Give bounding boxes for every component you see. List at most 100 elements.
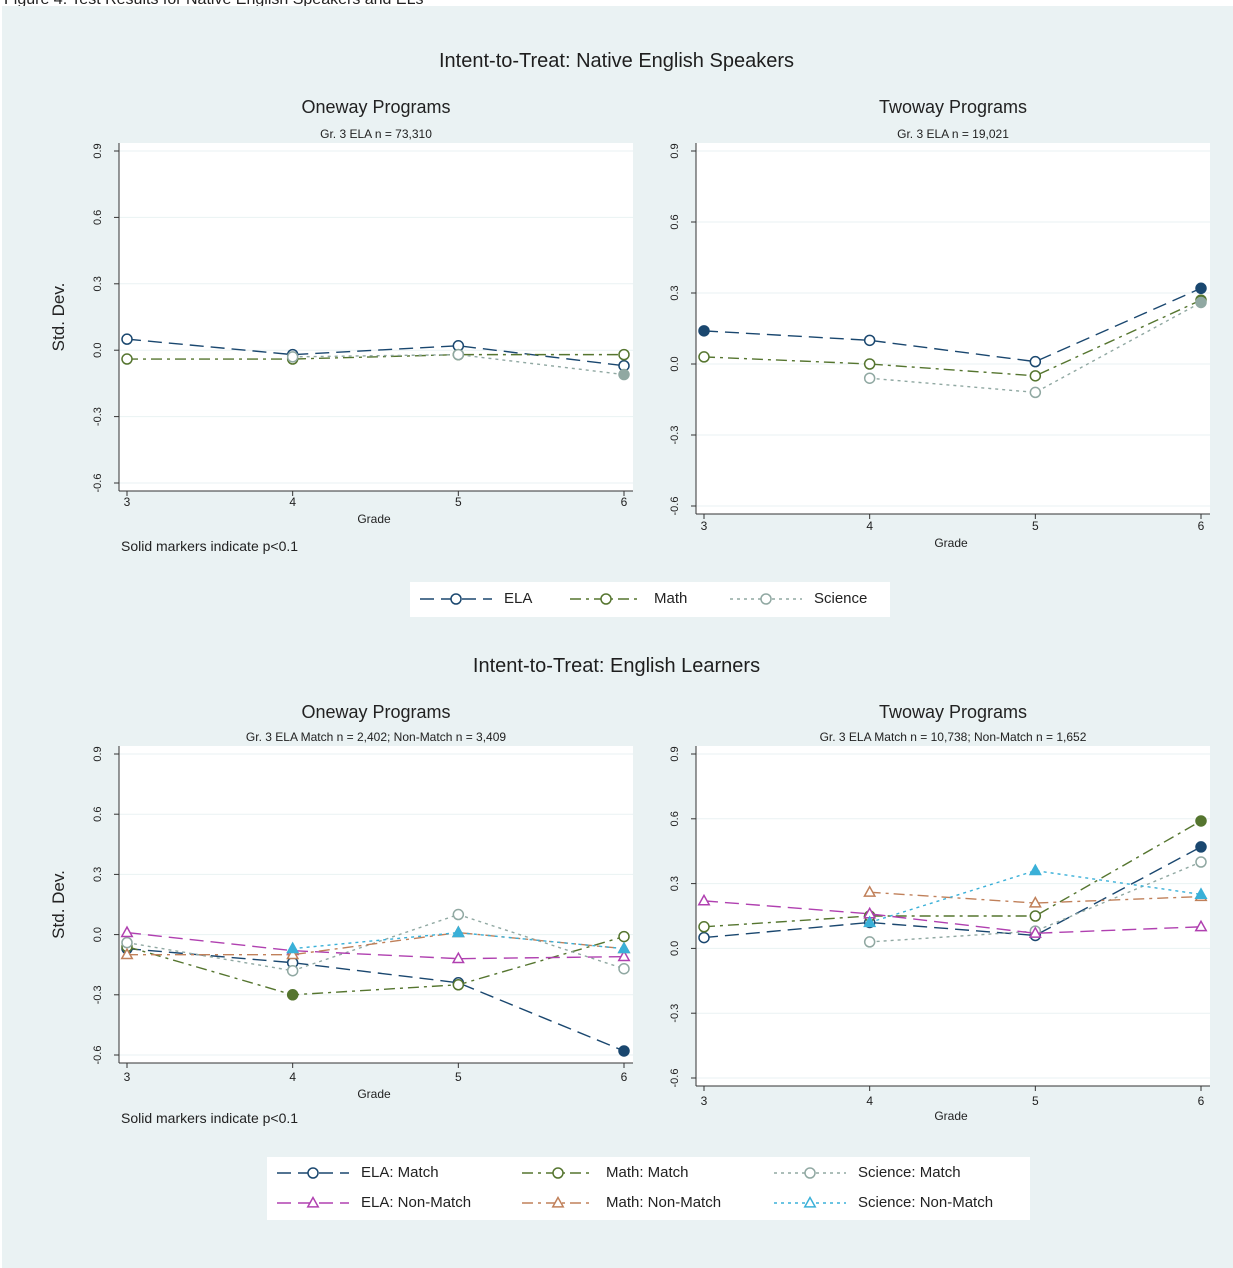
panel1-subtitle: Gr. 3 ELA n = 73,310 [320, 127, 432, 141]
x-axis-label: Grade [357, 1087, 391, 1101]
y-tick-label: -0.6 [92, 1046, 104, 1065]
legend-marker [600, 592, 612, 605]
data-point-science [863, 372, 876, 384]
significance-note-top: Solid markers indicate p<0.1 [121, 538, 299, 554]
x-tick-label: 6 [1198, 519, 1205, 533]
significance-note-bottom: Solid markers indicate p<0.1 [121, 1110, 299, 1126]
series-science [121, 908, 630, 977]
data-point-ela [1195, 841, 1207, 853]
x-tick-label: 3 [124, 1070, 131, 1084]
legend-item: ELA: Match [273, 1164, 439, 1181]
series-science_nm [286, 925, 631, 954]
series-line-math_nm [869, 891, 1202, 904]
x-tick-label: 4 [866, 519, 873, 533]
y-axis-label: Std. Dev. [49, 870, 68, 939]
legend-marker [552, 1166, 564, 1179]
legend-top: ELA Math Science [410, 582, 890, 617]
data-point-math [286, 989, 299, 1001]
y-tick-label: 0.9 [669, 143, 681, 158]
data-point-ela [618, 1045, 630, 1057]
data-point-ela [698, 325, 710, 337]
plot-area-1 [119, 143, 633, 491]
y-tick-label: 0.3 [92, 867, 104, 882]
data-point-science [1195, 296, 1207, 309]
legend-label: Science: Match [858, 1164, 961, 1181]
y-axis-label: Std. Dev. [49, 283, 68, 352]
data-point-ela_nm [1028, 926, 1042, 938]
legend-item: Science: Non-Match [770, 1194, 993, 1211]
series-science_nm [863, 863, 1208, 928]
data-point-ela [1195, 282, 1207, 295]
data-point-science [618, 368, 630, 381]
y-tick-label: -0.6 [669, 1069, 681, 1088]
legend-label: Science [814, 590, 868, 607]
data-point-ela_nm [120, 925, 134, 938]
x-tick-label: 5 [1032, 519, 1039, 533]
x-tick-label: 3 [124, 495, 131, 509]
data-point-math [618, 348, 630, 361]
legend-marker [760, 592, 772, 605]
legend-item: Math: Non-Match [518, 1194, 721, 1211]
series-line-ela [703, 846, 1202, 939]
data-point-science [121, 936, 133, 949]
data-point-ela_nm [1194, 919, 1208, 932]
legend-label: ELA [504, 590, 533, 607]
data-point-math [1029, 370, 1042, 382]
data-point-math_nm [120, 947, 134, 960]
series-line-science_nm [869, 869, 1202, 924]
x-axis-label: Grade [934, 536, 968, 550]
series-science [286, 348, 630, 381]
data-point-math_nm [1028, 896, 1042, 908]
data-point-science_nm [451, 925, 465, 938]
legend-marker [306, 1195, 320, 1208]
y-tick-label: 0.3 [92, 276, 104, 291]
y-tick-label: -0.3 [92, 407, 104, 426]
y-tick-label: 0.0 [92, 927, 104, 942]
y-tick-label: 0.6 [92, 210, 104, 225]
data-point-math_nm [863, 885, 877, 897]
legend-sample [522, 1166, 594, 1179]
y-tick-label: 0.0 [669, 356, 681, 371]
x-tick-label: 5 [455, 1070, 462, 1084]
data-point-ela [1029, 355, 1042, 368]
legend-label: Math [654, 590, 688, 607]
x-tick-label: 4 [289, 495, 296, 509]
series-line-math_nm [127, 931, 625, 956]
panel4-subtitle: Gr. 3 ELA Match n = 10,738; Non-Match n … [819, 730, 1087, 744]
x-tick-label: 6 [1198, 1094, 1205, 1108]
panel4-title: Twoway Programs [878, 702, 1028, 722]
data-point-science_nm [286, 941, 300, 954]
legend-marker [551, 1195, 565, 1208]
legend-marker [803, 1195, 817, 1208]
y-tick-label: -0.3 [669, 426, 681, 445]
x-tick-label: 4 [866, 1094, 873, 1108]
y-tick-label: 0.9 [92, 143, 104, 158]
panel3-title: Oneway Programs [301, 702, 451, 722]
legend-marker [804, 1166, 816, 1179]
legend-sample [522, 1195, 594, 1208]
legend-item: Science [726, 590, 867, 607]
y-tick-label: 0.9 [92, 746, 104, 761]
y-tick-label: 0.3 [669, 285, 681, 300]
data-point-science [286, 351, 299, 363]
data-point-ela_nm [451, 951, 465, 964]
series-line-ela [703, 287, 1202, 363]
x-axis-label: Grade [934, 1109, 968, 1123]
legend-item: Math [566, 590, 687, 607]
series-line-math [703, 820, 1202, 928]
data-point-ela [863, 334, 876, 347]
series-line-math [126, 935, 625, 996]
legend-sample [730, 592, 802, 605]
chart-panel-2: -0.6 -0.3 0.0 0.3 0.6 0.9 3 4 5 6 Grade [669, 143, 1210, 550]
legend-marker [450, 592, 462, 605]
data-point-science [286, 964, 299, 977]
panel1-title: Oneway Programs [301, 97, 451, 117]
data-point-science_nm [1194, 887, 1208, 899]
y-tick-label: -0.6 [92, 474, 104, 493]
x-tick-label: 4 [289, 1070, 296, 1084]
y-tick-label: 0.6 [669, 214, 681, 229]
plot-area-2 [696, 143, 1210, 514]
x-tick-label: 5 [455, 495, 462, 509]
series-line-ela [126, 947, 625, 1052]
data-point-math [452, 979, 465, 991]
